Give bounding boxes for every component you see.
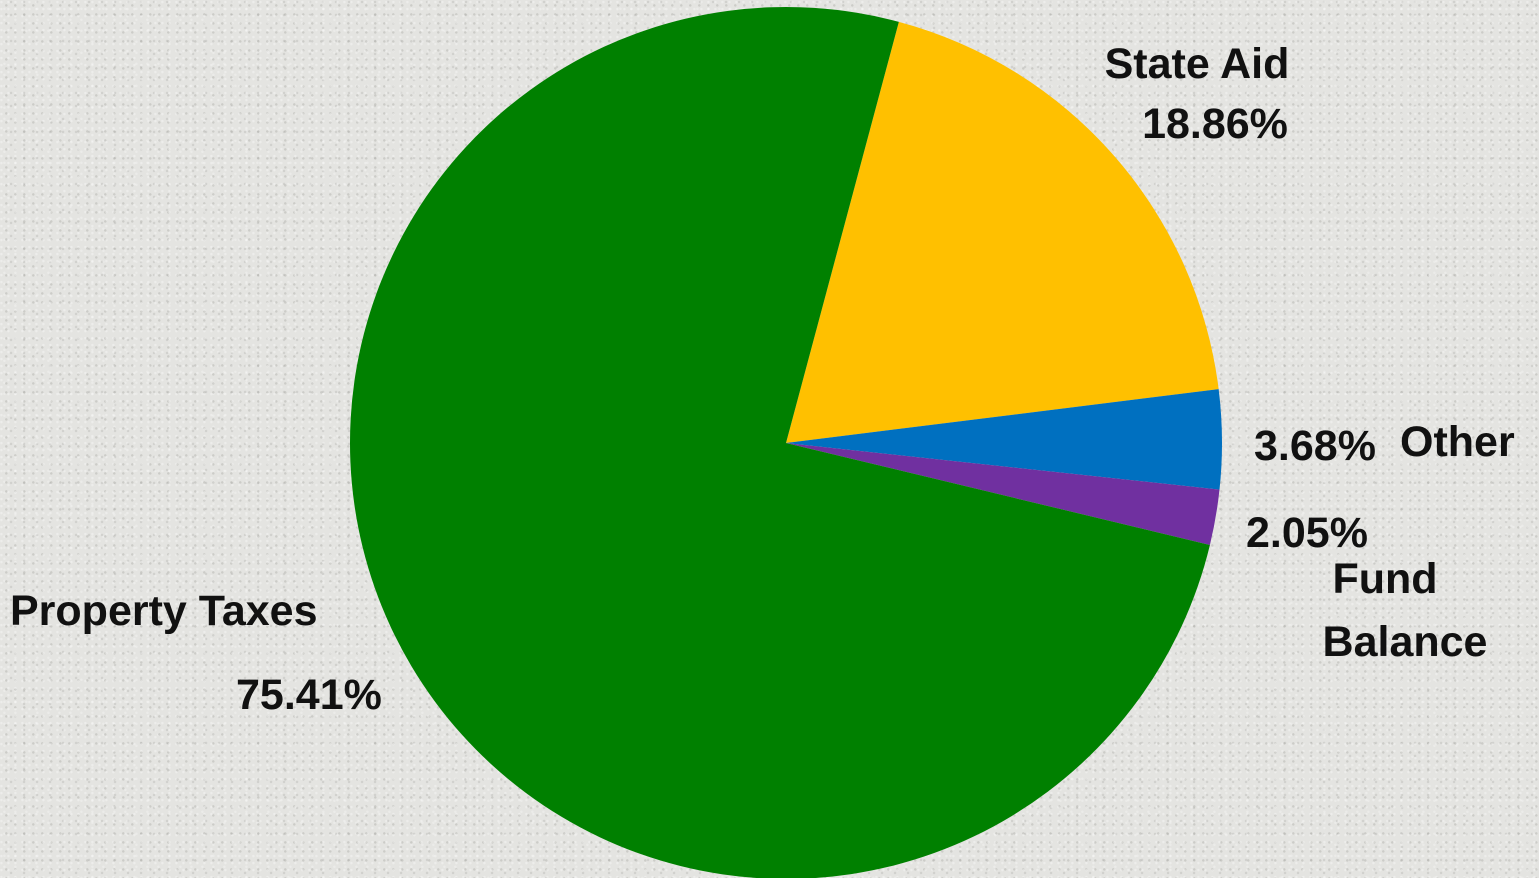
slice-label-fund-balance-line-2: Balance: [1323, 618, 1488, 666]
slice-fund-balance: [786, 443, 1220, 545]
pie-slices: [349, 7, 1223, 878]
slice-value-fund-balance: 2.05%: [1246, 509, 1368, 557]
slice-value-state-aid: 18.86%: [1142, 100, 1288, 148]
slice-other: [786, 389, 1223, 490]
slice-label-property-taxes: Property Taxes: [10, 587, 318, 635]
pie-labels: State Aid 18.86% Other 3.68% Fund Balance 2.05…: [10, 40, 1515, 719]
slice-label-fund-balance-line-1: Fund: [1332, 555, 1437, 603]
slice-value-other: 3.68%: [1254, 422, 1376, 470]
slice-label-other: Other: [1400, 418, 1515, 466]
slice-property-taxes: [349, 7, 1210, 878]
slice-state-aid: [786, 21, 1219, 444]
slice-value-property-taxes: 75.41%: [236, 671, 382, 719]
slice-label-state-aid: State Aid: [1105, 40, 1290, 88]
